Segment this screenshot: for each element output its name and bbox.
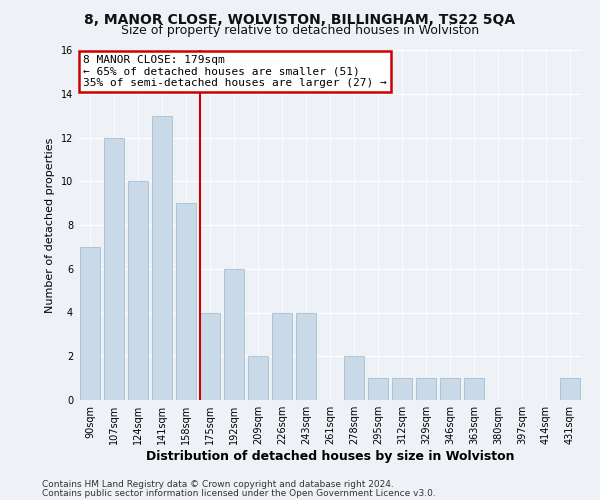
Bar (176, 203, 196, 400)
X-axis label: Distribution of detached houses by size in Wolviston: Distribution of detached houses by size … (146, 450, 514, 463)
Bar (416, 378, 436, 400)
Bar (104, 138, 124, 400)
Bar (344, 356, 364, 400)
Bar (440, 378, 460, 400)
Bar (200, 312, 220, 400)
Bar (272, 312, 292, 400)
Y-axis label: Number of detached properties: Number of detached properties (45, 138, 55, 312)
Text: Contains HM Land Registry data © Crown copyright and database right 2024.: Contains HM Land Registry data © Crown c… (42, 480, 394, 489)
Bar (80, 247, 100, 400)
Bar (224, 269, 244, 400)
Bar (128, 181, 148, 400)
Bar (368, 378, 388, 400)
Bar (392, 378, 412, 400)
Bar (560, 378, 580, 400)
Text: 8, MANOR CLOSE, WOLVISTON, BILLINGHAM, TS22 5QA: 8, MANOR CLOSE, WOLVISTON, BILLINGHAM, T… (85, 12, 515, 26)
Bar (296, 312, 316, 400)
Bar (248, 356, 268, 400)
Text: Contains public sector information licensed under the Open Government Licence v3: Contains public sector information licen… (42, 488, 436, 498)
Text: 8 MANOR CLOSE: 179sqm
← 65% of detached houses are smaller (51)
35% of semi-deta: 8 MANOR CLOSE: 179sqm ← 65% of detached … (83, 56, 387, 88)
Bar (152, 116, 172, 400)
Bar (464, 378, 484, 400)
Text: Size of property relative to detached houses in Wolviston: Size of property relative to detached ho… (121, 24, 479, 37)
